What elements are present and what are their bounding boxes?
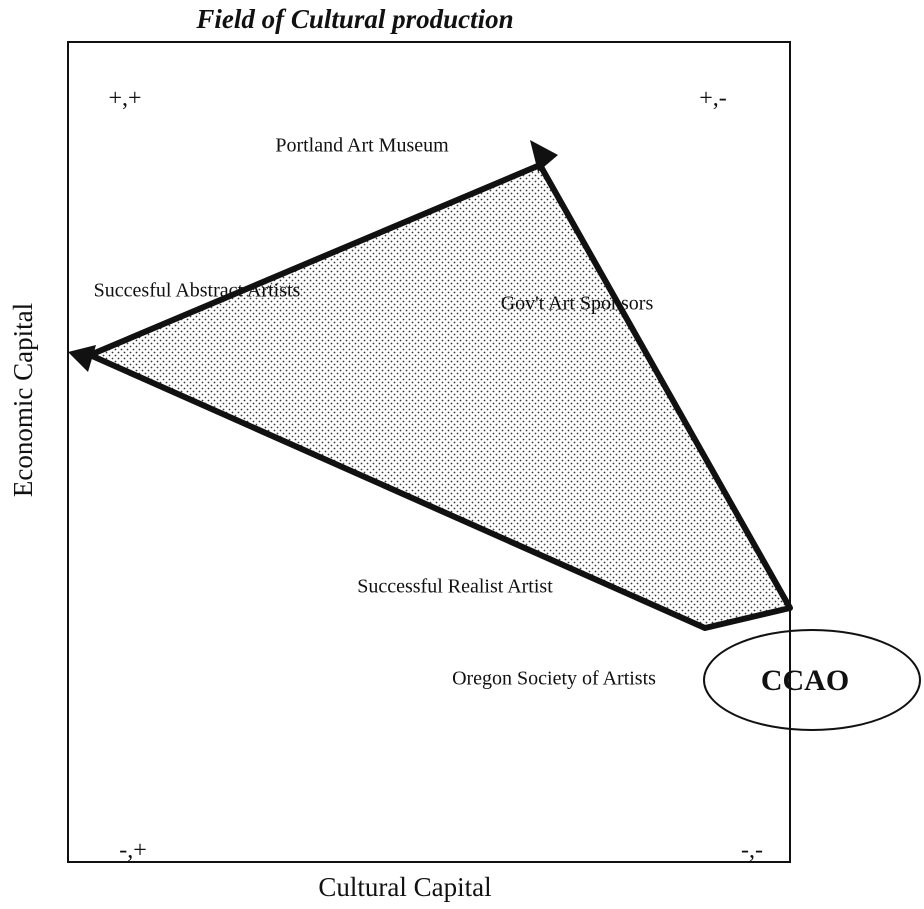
field-outline [87, 162, 793, 631]
field-box [67, 41, 791, 863]
arrow-head [530, 140, 558, 172]
node-label: Portland Art Museum [275, 135, 449, 157]
arrow-head [68, 345, 96, 372]
focus-ellipse [703, 629, 921, 731]
node-label: Successful Realist Artist [357, 576, 553, 598]
quadrant-label: -,- [741, 838, 763, 864]
node-label: Oregon Society of Artists [452, 668, 656, 690]
node-label: Succesful Abstract Artists [94, 280, 301, 302]
title: Field of Cultural production [195, 4, 513, 34]
quadrant-label: +,- [699, 86, 727, 112]
y-axis-label: Economic Capital [8, 303, 38, 497]
x-axis-label: Cultural Capital [318, 872, 491, 902]
quadrant-label: +,+ [108, 86, 141, 112]
field-area [90, 165, 790, 628]
focus-label: CCAO [761, 664, 849, 697]
quadrant-label: -,+ [119, 838, 147, 864]
node-label: Gov't Art Sponsors [501, 293, 654, 315]
